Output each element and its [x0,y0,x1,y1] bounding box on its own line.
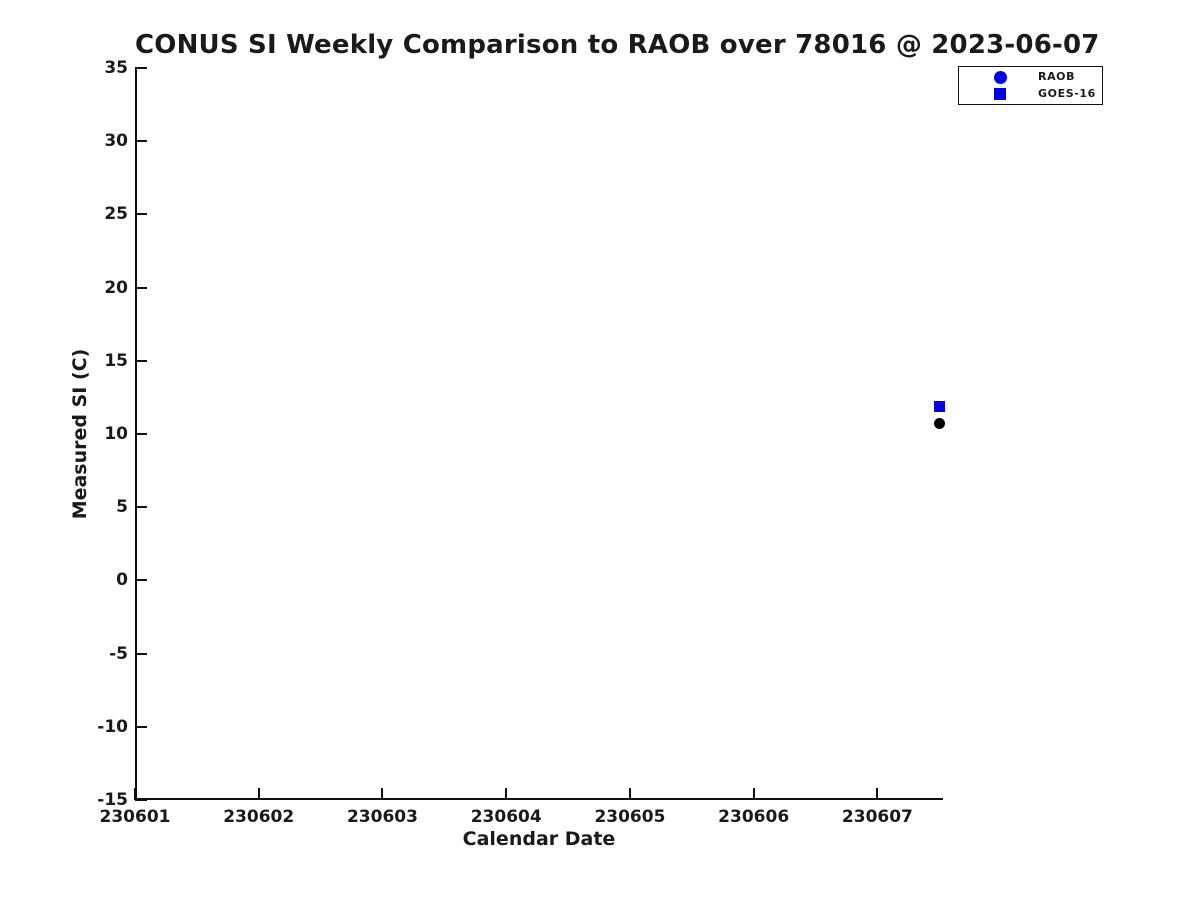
y-tick-mark [135,579,147,582]
legend [958,66,1103,105]
x-axis-label: Calendar Date [462,828,616,850]
x-tick-mark [752,788,755,800]
legend-marker-square-icon [994,88,1006,100]
y-tick-mark [135,140,147,143]
x-tick-label: 230604 [470,807,542,827]
y-tick-mark [135,725,147,728]
legend-label-goes-16: GOES-16 [1038,87,1096,100]
y-tick-mark [135,286,147,289]
y-tick-mark [135,433,147,435]
x-tick-label: 230601 [99,807,171,827]
y-tick-mark [135,67,147,69]
x-tick-label: 230606 [718,807,790,827]
y-tick-label: -5 [109,643,128,664]
x-tick-label: 230607 [841,807,913,827]
x-tick-mark [257,788,260,800]
chart-title: CONUS SI Weekly Comparison to RAOB over … [135,30,1100,60]
legend-label-raob: RAOB [1038,70,1076,83]
x-tick-mark [628,788,631,800]
x-tick-label: 230605 [594,807,666,827]
x-tick-label: 230603 [346,807,418,827]
plot-area [135,68,943,800]
y-tick-label: 35 [104,58,128,78]
y-tick-mark [135,213,147,216]
legend-marker-circle-icon [993,70,1007,84]
data-point-goes-16 [933,400,945,412]
y-tick-label: 10 [104,424,128,444]
y-tick-label: 30 [104,131,128,152]
y-tick-mark [135,359,147,362]
x-tick-mark [505,788,508,800]
x-tick-mark [134,788,136,800]
y-tick-label: 0 [116,570,128,591]
y-tick-label: 25 [104,204,128,225]
y-tick-label: -10 [97,716,128,737]
y-tick-label: 20 [104,277,128,298]
y-tick-mark [135,506,147,509]
y-tick-label: 15 [104,350,128,371]
y-tick-mark [135,799,147,801]
y-tick-label: -15 [97,790,128,810]
x-tick-mark [381,788,384,800]
x-tick-label: 230602 [223,807,295,827]
x-tick-mark [876,788,879,800]
y-tick-mark [135,652,147,655]
y-tick-label: 5 [116,497,128,518]
data-point-raob [933,418,945,430]
